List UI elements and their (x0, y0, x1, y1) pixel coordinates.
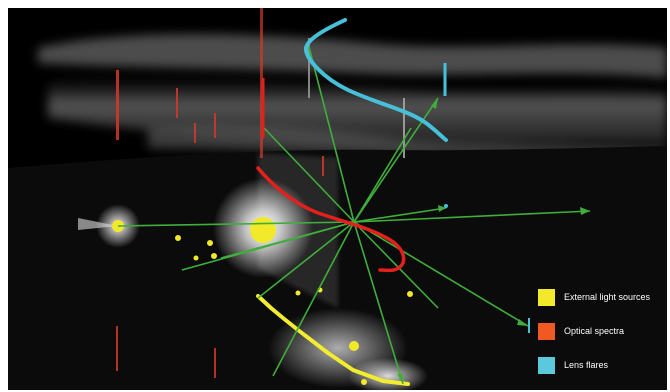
external-light-sources-swatch (538, 288, 555, 306)
legend-label: Optical spectra (564, 326, 625, 336)
legend-item-external-light-sources: External light sources (538, 288, 650, 306)
legend-label: External light sources (564, 292, 651, 302)
optical-spectra-curve (256, 166, 406, 273)
legend-label: Lens flares (564, 360, 609, 370)
ray-arrowheads (397, 98, 590, 384)
legend-item-lens-flares: Lens flares (538, 356, 608, 374)
optical-spectra-swatch (538, 322, 555, 340)
legend-item-optical-spectra: Optical spectra (538, 322, 624, 340)
lens-flares-swatch (538, 356, 555, 374)
flare-rays (117, 42, 591, 385)
external-light-sources (112, 217, 413, 386)
night-scene-image: External light sources Optical spectra L… (8, 8, 667, 390)
scene-drawing (8, 8, 667, 390)
cloud-band (38, 34, 667, 158)
lens-flares-curve (304, 18, 448, 142)
